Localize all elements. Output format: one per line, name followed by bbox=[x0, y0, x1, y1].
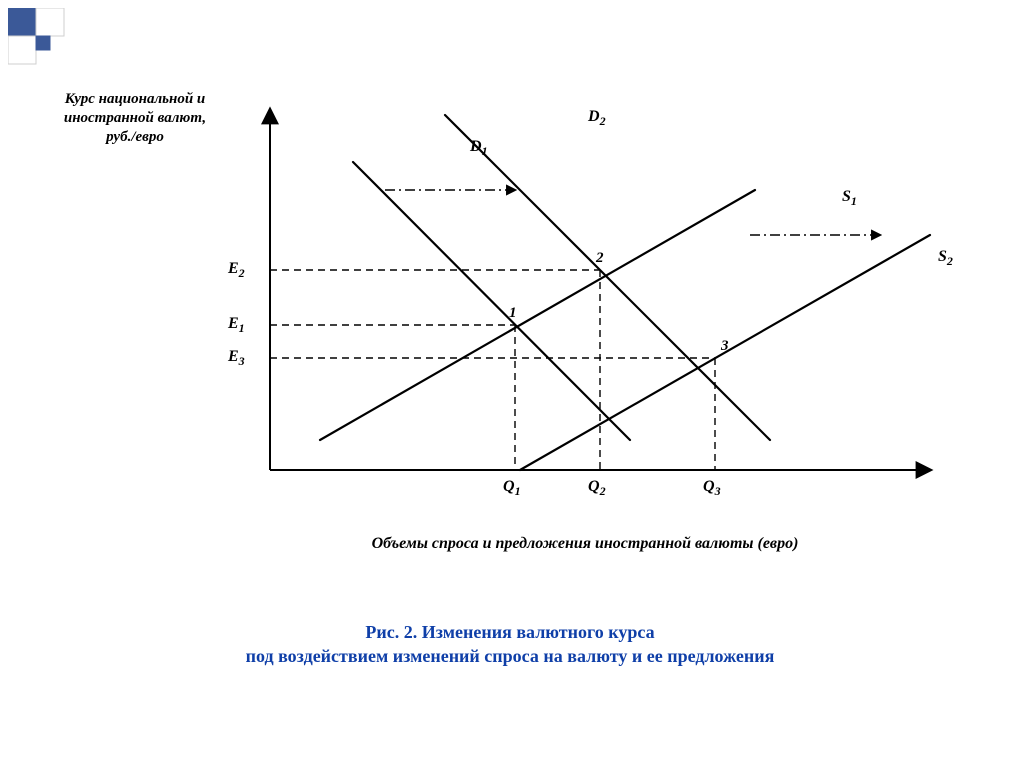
label-s2: S2 bbox=[938, 248, 953, 269]
chart-area: Курс национальной и иностранной валют,ру… bbox=[60, 90, 960, 710]
label-e2: E2 bbox=[228, 260, 245, 281]
y-axis-label: Курс национальной и иностранной валют,ру… bbox=[60, 90, 210, 146]
label-point-3: 3 bbox=[721, 338, 729, 355]
label-e3: E3 bbox=[228, 348, 245, 369]
label-e1: E1 bbox=[228, 315, 245, 336]
label-q3: Q3 bbox=[703, 478, 721, 499]
figure-caption: Рис. 2. Изменения валютного курсапод воз… bbox=[60, 620, 960, 669]
label-point-1: 1 bbox=[509, 305, 517, 322]
label-d2: D2 bbox=[588, 108, 606, 129]
label-s1: S1 bbox=[842, 188, 857, 209]
label-d1: D1 bbox=[470, 138, 488, 159]
label-q1: Q1 bbox=[503, 478, 521, 499]
slide-deco-squares bbox=[8, 8, 68, 68]
label-q2: Q2 bbox=[588, 478, 606, 499]
label-point-2: 2 bbox=[596, 250, 604, 267]
x-axis-label: Объемы спроса и предложения иностранной … bbox=[210, 535, 960, 553]
diagram-svg-wrap: D1 D2 S1 S2 E1 E2 E3 Q1 Q2 Q3 1 2 3 bbox=[210, 90, 960, 510]
